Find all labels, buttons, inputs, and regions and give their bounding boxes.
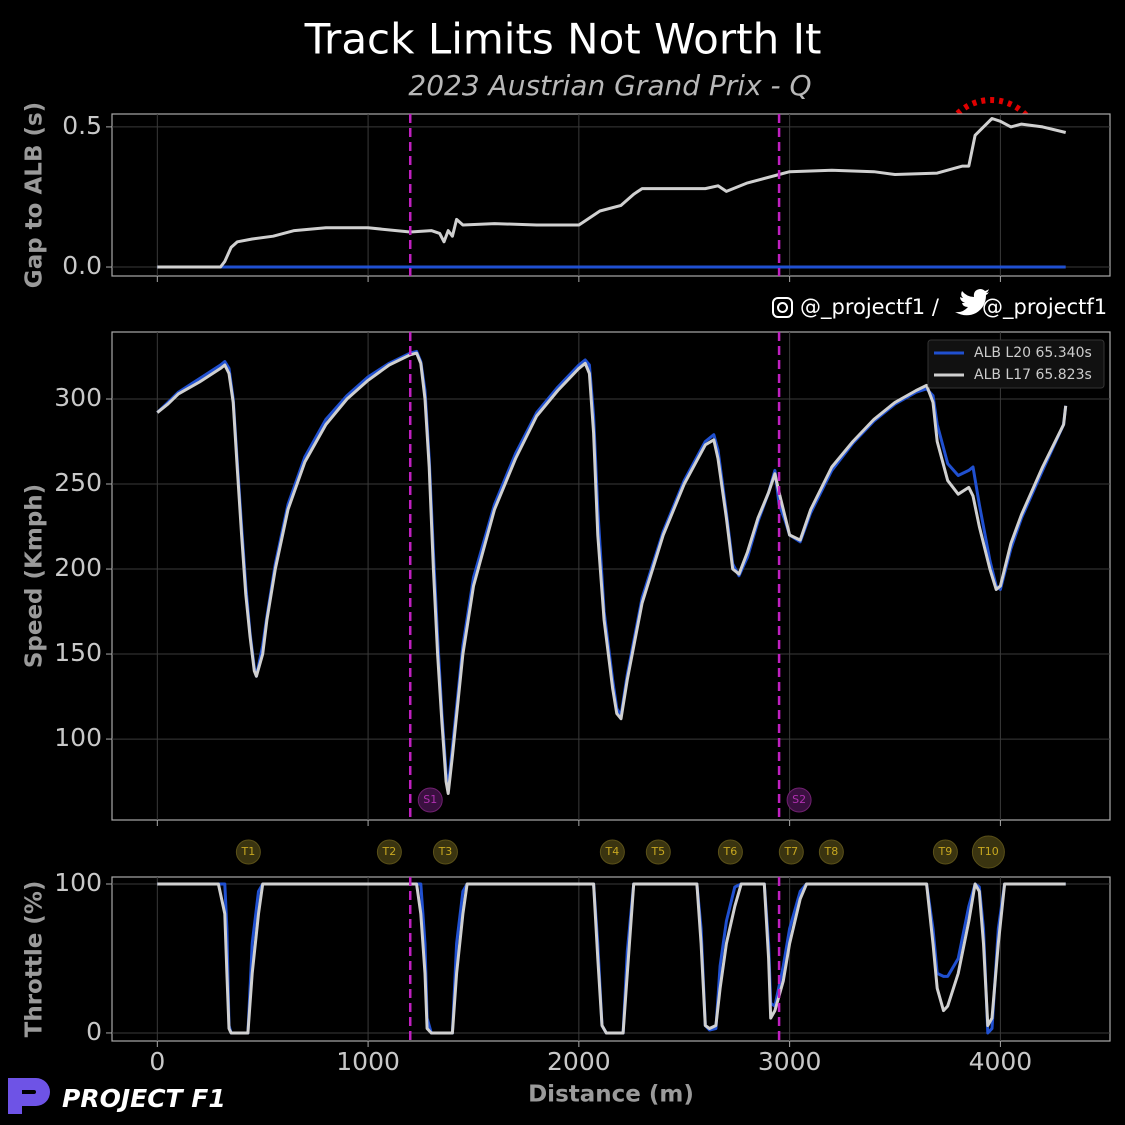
x-tick-label: 1000	[336, 1047, 400, 1076]
x-tick-label: 2000	[547, 1047, 611, 1076]
x-tick-label: 4000	[969, 1047, 1033, 1076]
instagram-handle: @_projectf1 /	[800, 295, 940, 320]
y-axis-label: Speed (Kmph)	[22, 484, 48, 668]
social-handles: @_projectf1 / @_projectf1	[772, 289, 1107, 320]
turn-label: T6	[723, 845, 738, 858]
plot-area	[111, 331, 1111, 821]
sector-marker	[417, 787, 443, 813]
turn-label: T3	[438, 845, 453, 858]
chart-title: Track Limits Not Worth It	[304, 15, 822, 64]
series-line	[157, 117, 1067, 269]
y-tick-label: 100	[54, 723, 102, 752]
logo: PROJECT F1	[8, 1078, 226, 1114]
turn-label: T1	[241, 845, 256, 858]
turn-marker	[971, 835, 1005, 869]
y-tick-label: 0	[86, 1017, 102, 1046]
turn-marker	[778, 839, 804, 865]
sector-label: S2	[792, 793, 806, 806]
x-tick-label: 0	[149, 1047, 165, 1076]
turn-label: T2	[382, 845, 397, 858]
y-tick-label: 200	[54, 553, 102, 582]
logo-text: PROJECT F1	[62, 1084, 226, 1113]
turn-label: T5	[650, 845, 665, 858]
turn-marker	[376, 839, 402, 865]
legend-box	[927, 339, 1105, 389]
turn-marker	[432, 839, 458, 865]
y-tick-label: 150	[54, 638, 102, 667]
turn-marker	[599, 839, 625, 865]
turn-marker	[645, 839, 671, 865]
y-tick-label: 100	[54, 868, 102, 897]
legend-label: ALB L20 65.340s	[974, 345, 1092, 361]
series-line	[157, 882, 1066, 1035]
plot-area	[111, 113, 1111, 277]
turn-label: T9	[938, 845, 953, 858]
plot-area	[111, 876, 1111, 1042]
y-tick-label: 300	[54, 383, 102, 412]
turn-marker	[818, 839, 844, 865]
turn-label: T10	[977, 845, 999, 858]
sector-marker	[786, 787, 812, 813]
turn-label: T4	[605, 845, 620, 858]
sector-label: S1	[423, 793, 437, 806]
legend-label: ALB L17 65.823s	[974, 367, 1092, 383]
y-axis-label: Throttle (%)	[22, 881, 48, 1038]
turn-label: T8	[824, 845, 839, 858]
turn-label: T7	[783, 845, 798, 858]
x-tick-label: 3000	[758, 1047, 822, 1076]
y-tick-label: 0.0	[62, 251, 102, 280]
turn-marker	[932, 839, 958, 865]
turn-marker	[717, 839, 743, 865]
y-axis-label: Gap to ALB (s)	[22, 102, 48, 288]
instagram-icon-lens	[777, 302, 788, 313]
y-tick-label: 250	[54, 468, 102, 497]
x-axis-label: Distance (m)	[528, 1082, 694, 1108]
twitter-handle: @_projectf1	[982, 295, 1107, 320]
turn-marker	[235, 839, 261, 865]
y-tick-label: 0.5	[62, 111, 102, 140]
logo-mark	[8, 1078, 50, 1114]
instagram-icon	[772, 297, 793, 318]
twitter-icon	[955, 289, 989, 316]
series-line	[156, 351, 1068, 795]
chart-subtitle: 2023 Austrian Grand Prix - Q	[408, 69, 811, 102]
